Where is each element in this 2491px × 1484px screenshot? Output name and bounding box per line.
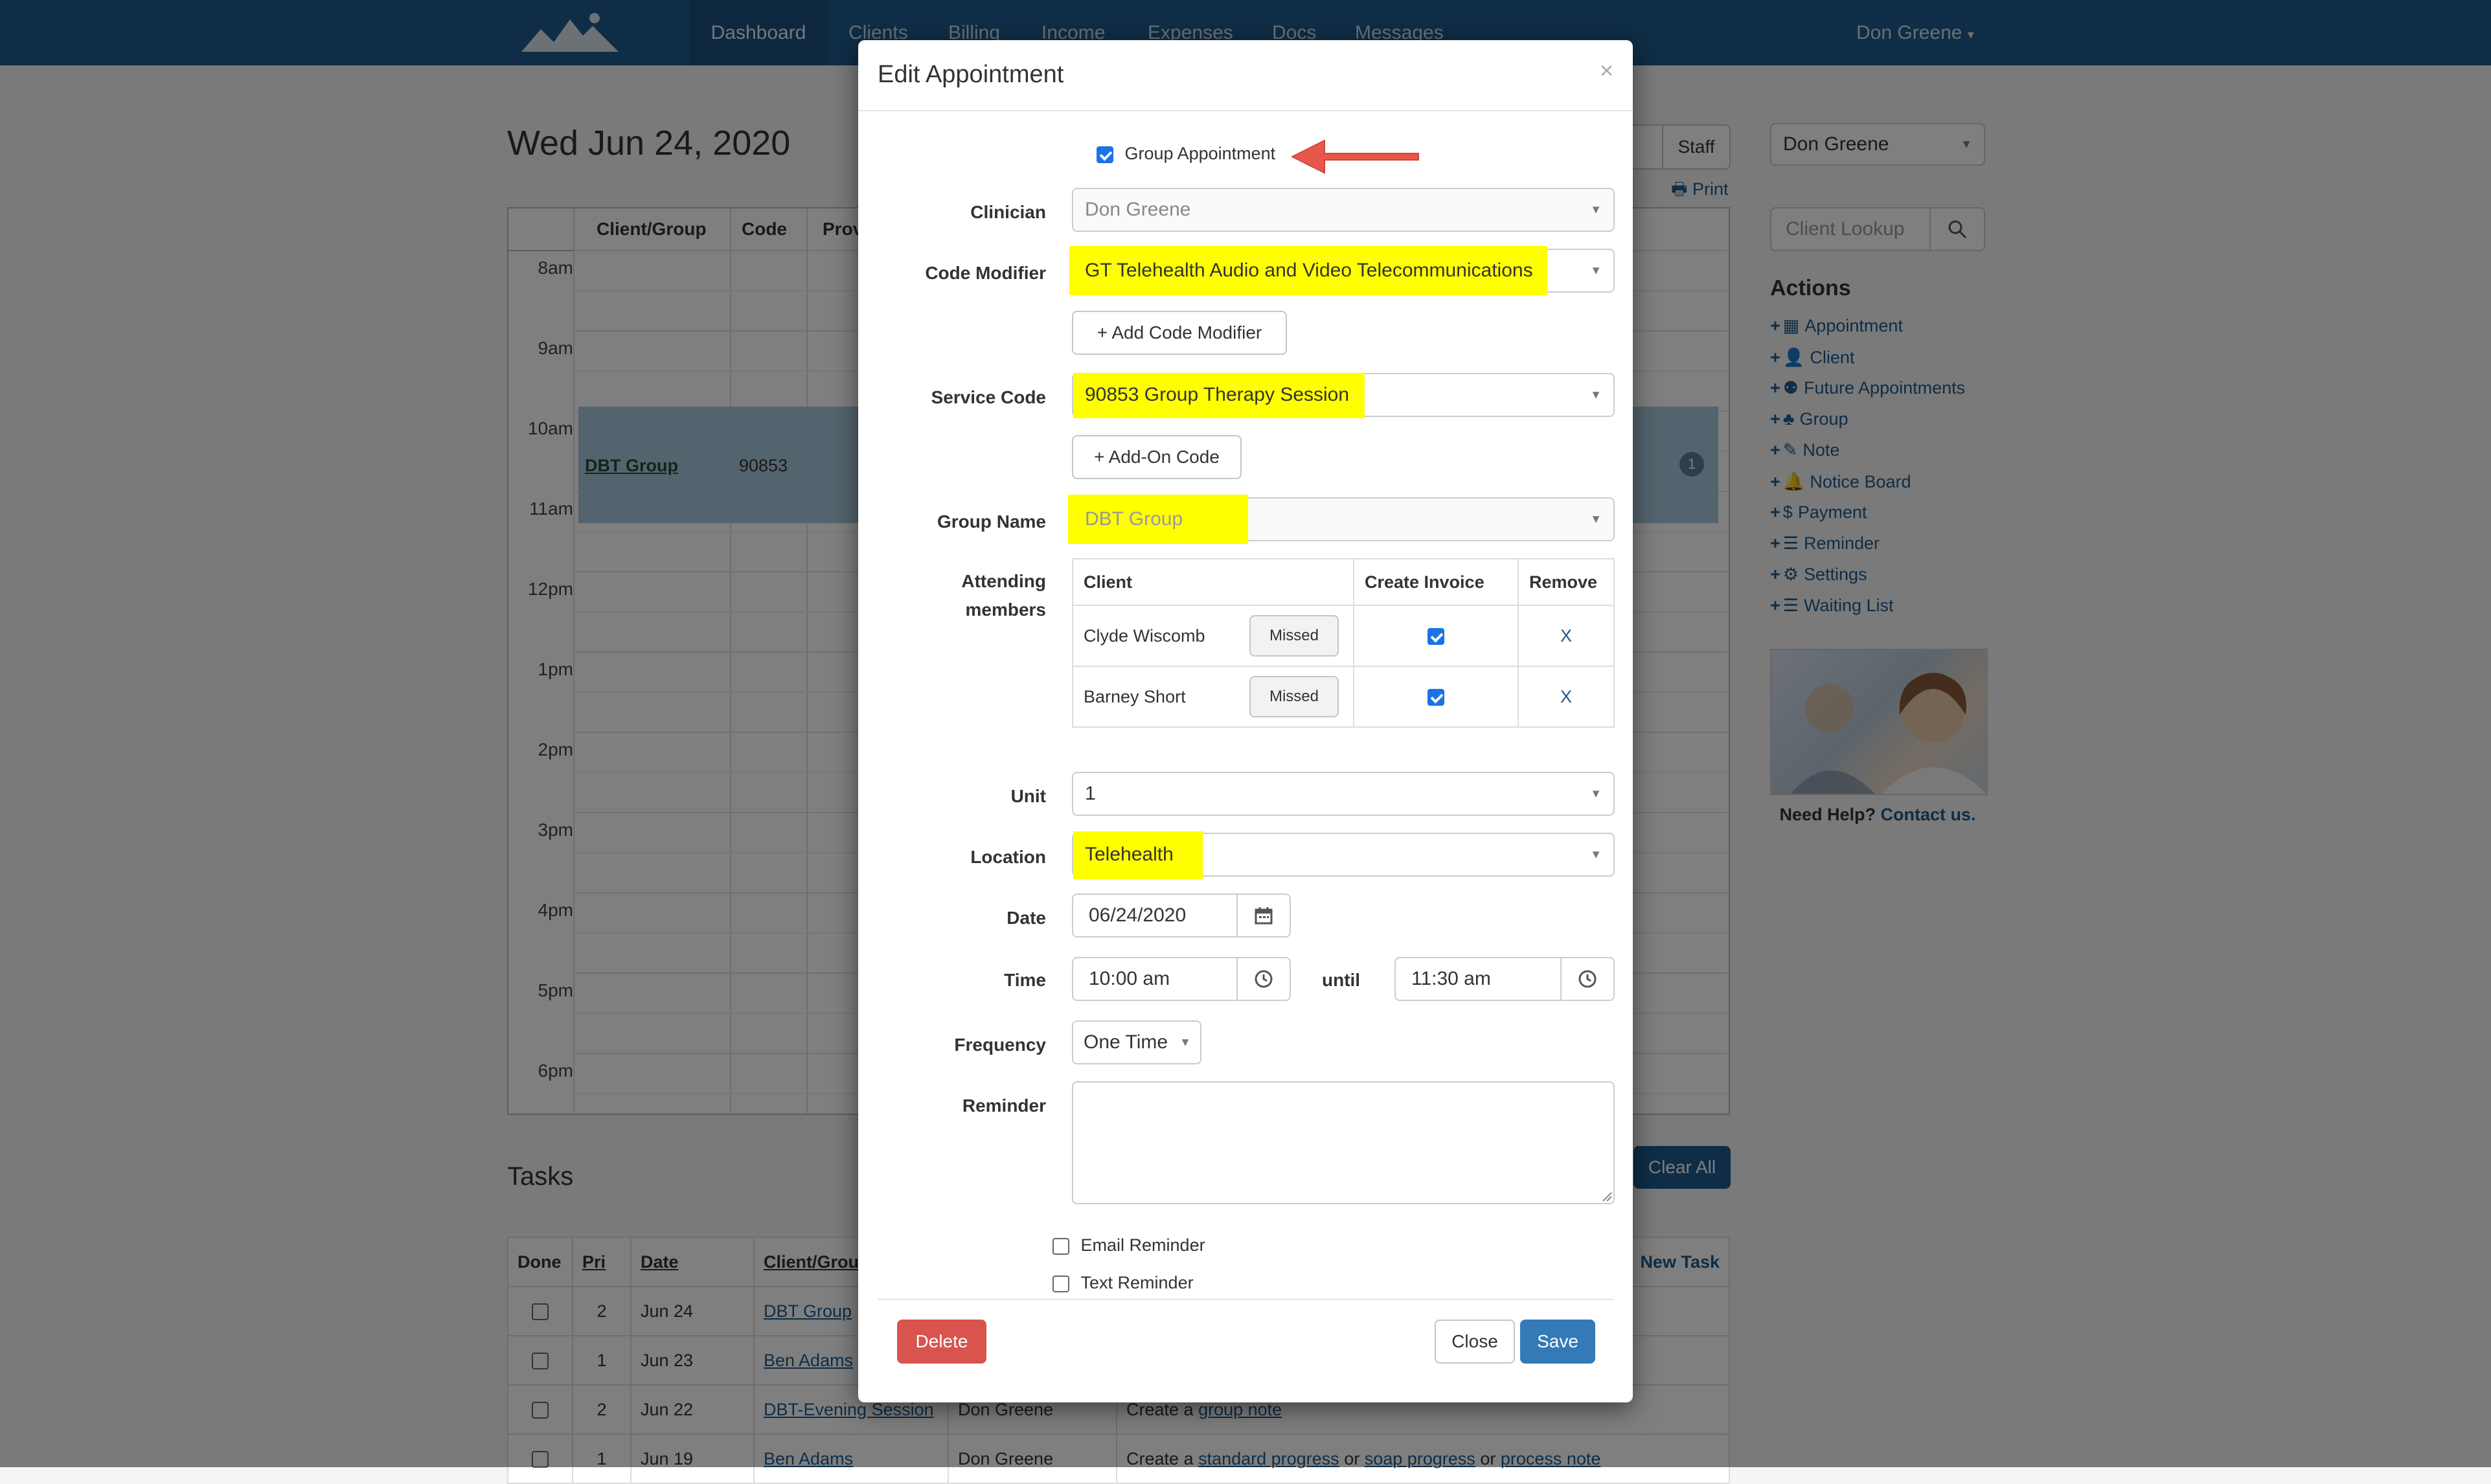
clock-icon <box>1578 970 1597 988</box>
member-invoice-cell <box>1353 666 1519 728</box>
add-code-modifier-button[interactable]: + Add Code Modifier <box>1072 311 1287 355</box>
chevron-down-icon: ▼ <box>1590 203 1602 216</box>
attending-members-table: Client Create Invoice Remove Clyde Wisco… <box>1072 558 1615 728</box>
remove-member-link[interactable]: X <box>1518 666 1615 728</box>
time-label: Time <box>1004 970 1046 990</box>
group-appointment-checkbox[interactable]: Group Appointment <box>1097 144 1275 164</box>
add-on-code-button[interactable]: + Add-On Code <box>1072 435 1242 479</box>
date-label: Date <box>1007 908 1046 928</box>
create-invoice-checkbox[interactable] <box>1427 689 1444 706</box>
annotation-arrow-icon <box>1290 139 1419 174</box>
save-button[interactable]: Save <box>1520 1320 1595 1364</box>
member-name: Barney Short <box>1084 686 1186 706</box>
missed-button[interactable]: Missed <box>1249 615 1339 657</box>
members-header-client: Client <box>1072 558 1354 606</box>
member-row: Clyde Wiscomb Missed X <box>1072 605 1615 667</box>
unit-value: 1 <box>1085 783 1096 804</box>
until-label: until <box>1322 970 1361 990</box>
start-time-input[interactable]: 10:00 am <box>1072 957 1291 1001</box>
group-appointment-check[interactable] <box>1097 146 1113 163</box>
unit-label: Unit <box>1010 786 1046 806</box>
calendar-button[interactable] <box>1236 895 1290 936</box>
members-header-invoice: Create Invoice <box>1353 558 1519 606</box>
code-modifier-select[interactable]: GT Telehealth Audio and Video Telecommun… <box>1069 246 1615 295</box>
close-icon[interactable]: × <box>1599 57 1613 84</box>
service-code-value: 90853 Group Therapy Session <box>1085 384 1350 405</box>
resize-handle-icon[interactable] <box>1600 1190 1612 1202</box>
chevron-down-icon: ▼ <box>1590 264 1602 277</box>
member-client-cell: Barney Short Missed <box>1072 666 1354 728</box>
group-appointment-label: Group Appointment <box>1124 144 1276 163</box>
highlight-mark <box>1068 495 1248 544</box>
members-header-remove: Remove <box>1518 558 1615 606</box>
chevron-down-icon: ▼ <box>1590 388 1602 401</box>
create-invoice-checkbox[interactable] <box>1427 628 1444 646</box>
code-modifier-label: Code Modifier <box>925 263 1046 283</box>
group-name-select[interactable]: DBT Group ▼ <box>1068 495 1615 544</box>
location-label: Location <box>970 847 1046 867</box>
chevron-down-icon: ▼ <box>1590 787 1602 800</box>
clinician-select[interactable]: Don Greene ▼ <box>1072 188 1615 232</box>
clinician-label: Clinician <box>970 202 1046 222</box>
chevron-down-icon: ▼ <box>1590 512 1602 526</box>
start-time-value: 10:00 am <box>1089 968 1170 989</box>
frequency-select[interactable]: One Time ▼ <box>1072 1020 1201 1064</box>
email-reminder-check[interactable] <box>1052 1237 1069 1255</box>
frequency-label: Frequency <box>954 1035 1046 1055</box>
attending-label: Attending members <box>871 571 1046 620</box>
email-reminder-checkbox[interactable]: Email Reminder <box>1052 1235 1205 1255</box>
clinician-value: Don Greene <box>1085 199 1191 220</box>
member-invoice-cell <box>1353 605 1519 667</box>
delete-button[interactable]: Delete <box>897 1320 986 1364</box>
start-time-button[interactable] <box>1236 958 1290 1000</box>
code-modifier-value: GT Telehealth Audio and Video Telecommun… <box>1085 260 1533 281</box>
reminder-textarea[interactable] <box>1072 1081 1615 1204</box>
text-reminder-label: Text Reminder <box>1080 1273 1194 1292</box>
calendar-icon <box>1255 907 1273 925</box>
clock-icon <box>1255 970 1273 988</box>
chevron-down-icon: ▼ <box>1179 1035 1191 1049</box>
service-code-label: Service Code <box>931 387 1046 407</box>
location-select[interactable]: Telehealth ▼ <box>1072 831 1615 879</box>
unit-select[interactable]: 1 ▼ <box>1072 772 1615 816</box>
reminder-label: Reminder <box>962 1096 1046 1116</box>
attending-label-line2: members <box>965 600 1046 620</box>
close-button[interactable]: Close <box>1435 1320 1515 1364</box>
end-time-value: 11:30 am <box>1411 968 1491 989</box>
member-name: Clyde Wiscomb <box>1084 625 1205 646</box>
highlight-mark <box>1073 373 1365 418</box>
end-time-button[interactable] <box>1560 958 1613 1000</box>
service-code-select[interactable]: 90853 Group Therapy Session ▼ <box>1072 373 1615 418</box>
location-value: Telehealth <box>1085 844 1174 865</box>
highlight-mark <box>1073 831 1203 879</box>
email-reminder-label: Email Reminder <box>1080 1235 1205 1255</box>
highlight-mark <box>1069 246 1547 295</box>
frequency-value: One Time <box>1084 1031 1168 1053</box>
group-name-label: Group Name <box>937 512 1046 532</box>
remove-member-link[interactable]: X <box>1518 605 1615 667</box>
group-name-value: DBT Group <box>1085 508 1183 530</box>
date-value: 06/24/2020 <box>1089 905 1187 926</box>
end-time-input[interactable]: 11:30 am <box>1394 957 1615 1001</box>
member-client-cell: Clyde Wiscomb Missed <box>1072 605 1354 667</box>
text-reminder-check[interactable] <box>1052 1275 1069 1292</box>
modal-title: Edit Appointment <box>878 61 1064 88</box>
missed-button[interactable]: Missed <box>1249 676 1339 717</box>
date-input[interactable]: 06/24/2020 <box>1072 894 1291 938</box>
member-row: Barney Short Missed X <box>1072 666 1615 728</box>
modal-footer-divider <box>878 1299 1613 1300</box>
text-reminder-checkbox[interactable]: Text Reminder <box>1052 1273 1194 1293</box>
edit-appointment-modal: Edit Appointment × Group Appointment Cli… <box>858 40 1633 1402</box>
attending-label-line1: Attending <box>961 571 1046 591</box>
chevron-down-icon: ▼ <box>1590 848 1602 861</box>
modal-header-divider <box>858 110 1633 111</box>
